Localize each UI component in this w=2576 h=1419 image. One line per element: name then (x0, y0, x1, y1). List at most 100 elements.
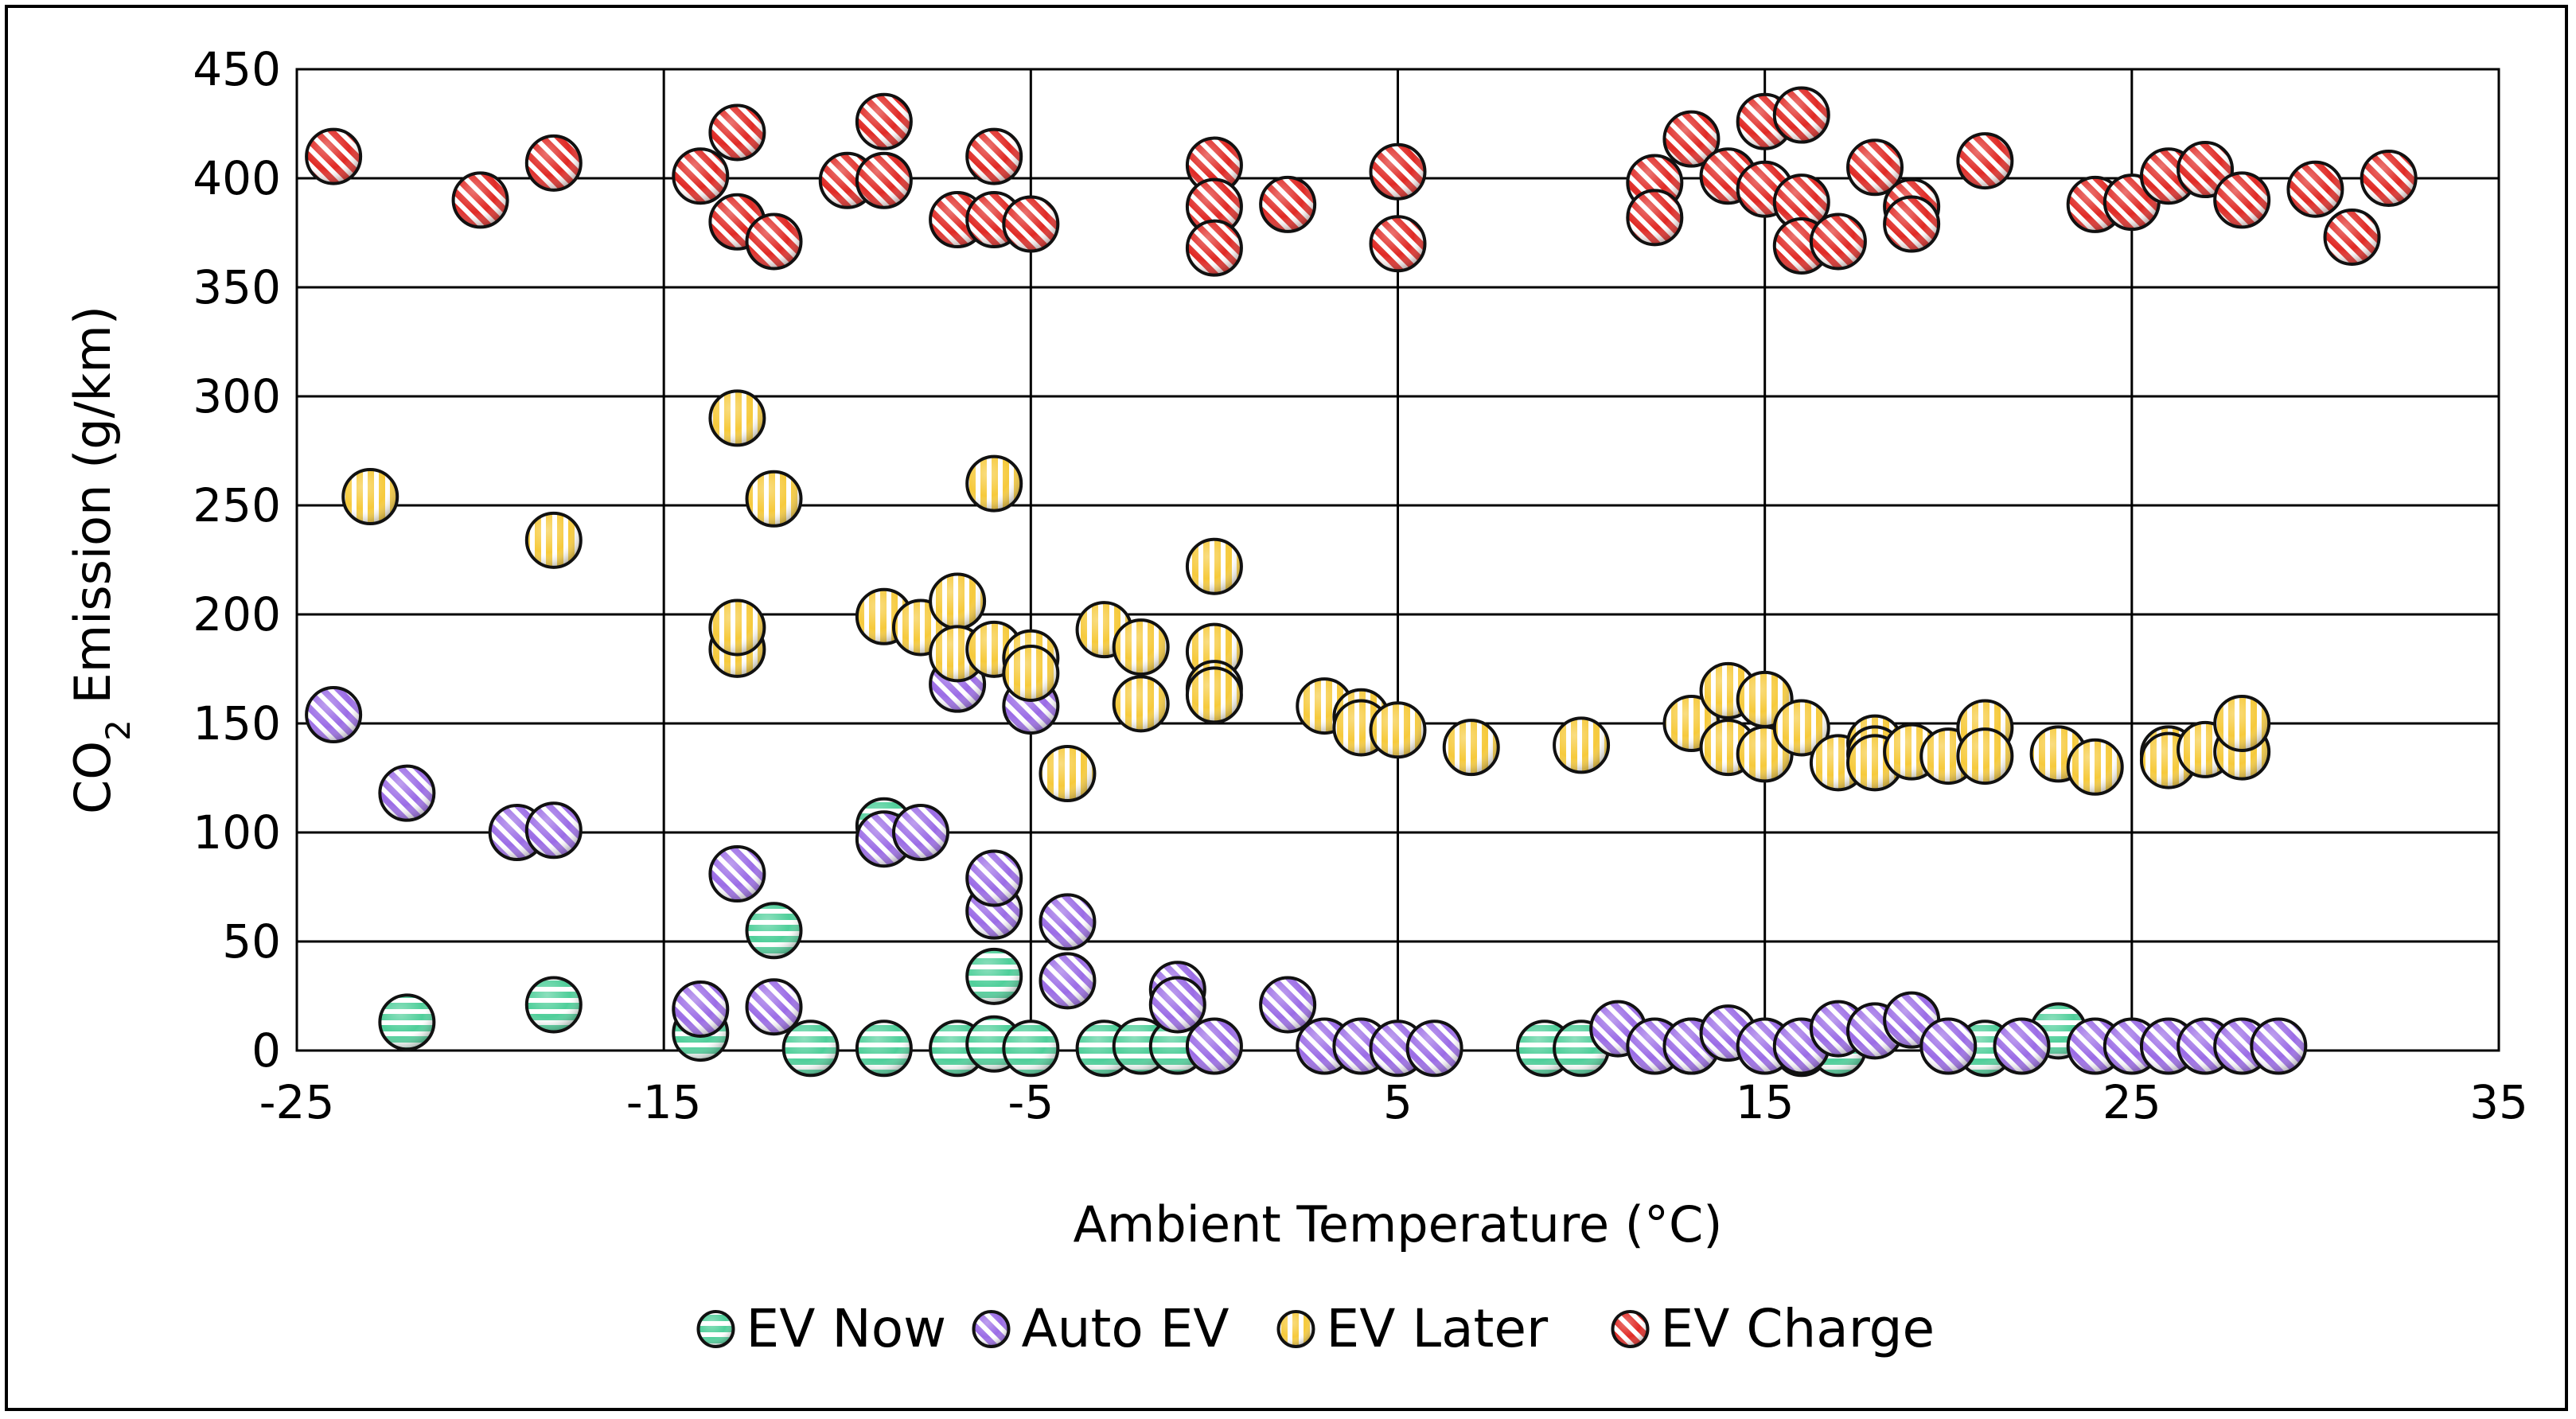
data-point (1699, 719, 1757, 777)
data-point (745, 978, 803, 1036)
data-point (2213, 695, 2271, 752)
data-point (1002, 195, 1060, 253)
data-point (2360, 150, 2418, 207)
data-point (672, 147, 730, 205)
y-tick-label: 300 (193, 369, 281, 423)
data-point (1369, 701, 1427, 759)
data-point (708, 598, 766, 657)
data-point (708, 103, 766, 162)
data-point (855, 151, 913, 209)
legend-label: Auto EV (1022, 1298, 1230, 1359)
data-point (1553, 716, 1611, 774)
data-point (524, 976, 583, 1034)
data-point (1185, 537, 1243, 595)
legend-marker (1611, 1310, 1650, 1348)
data-point (2250, 1017, 2308, 1075)
data-point (524, 134, 583, 192)
data-point (1002, 644, 1060, 702)
data-point (965, 947, 1023, 1005)
data-point (1772, 86, 1830, 144)
x-tick-label: 35 (2469, 1075, 2528, 1129)
series-auto-ev (305, 655, 2308, 1078)
legend-item: EV Later (1276, 1298, 1549, 1359)
data-point (965, 127, 1023, 185)
data-point (708, 389, 766, 447)
data-point (745, 212, 803, 271)
y-axis-title-suffix: Emission (g/km) (64, 306, 122, 719)
y-tick-label: 100 (193, 805, 281, 860)
y-tick-label: 400 (193, 151, 281, 205)
series-ev-charge (305, 86, 2418, 277)
data-point (1662, 110, 1721, 168)
data-point (1259, 976, 1317, 1034)
y-tick-label: 200 (193, 587, 281, 641)
legend-label: EV Charge (1661, 1298, 1935, 1359)
data-point (1185, 1017, 1243, 1075)
y-tick-label: 250 (193, 478, 281, 532)
data-point (855, 1019, 913, 1078)
data-point (1993, 1017, 2051, 1075)
x-tick-label: -25 (259, 1075, 335, 1129)
y-tick-label: 0 (251, 1023, 281, 1078)
data-point (1442, 719, 1500, 777)
data-point (305, 127, 363, 185)
legend-marker (1276, 1310, 1315, 1348)
legend-marker (972, 1310, 1011, 1348)
data-point (305, 686, 363, 744)
data-point (745, 902, 803, 960)
data-point (1185, 666, 1243, 724)
data-point (1148, 976, 1206, 1034)
data-point (524, 511, 583, 569)
data-point (524, 801, 583, 860)
x-tick-label: 5 (1383, 1075, 1413, 1129)
data-point (1039, 745, 1097, 803)
data-point (1185, 177, 1243, 236)
data-point (378, 993, 436, 1051)
x-tick-label: -15 (626, 1075, 702, 1129)
data-point (1919, 1017, 1978, 1075)
data-point (1846, 138, 1904, 197)
y-axis-title: CO2 Emission (g/km) (64, 306, 138, 814)
x-tick-label: 15 (1736, 1075, 1795, 1129)
data-point (1039, 952, 1097, 1010)
data-point (2286, 160, 2344, 218)
legend: EV Now Auto EV EV Later EV Charge (696, 1298, 1935, 1359)
x-tick-label: 25 (2102, 1075, 2161, 1129)
data-point (891, 804, 949, 861)
data-point (1185, 219, 1243, 277)
y-tick-label: 450 (193, 42, 281, 96)
x-axis-title: Ambient Temperature (°C) (1074, 1195, 1723, 1253)
data-point (781, 1019, 840, 1078)
data-point (2213, 171, 2271, 229)
data-point (1259, 175, 1317, 233)
series-ev-later (341, 389, 2271, 803)
legend-marker (696, 1310, 735, 1348)
legend-item: Auto EV (972, 1298, 1230, 1359)
x-tick-label: -5 (1007, 1075, 1054, 1129)
y-axis-ticks: 0 50 100 150 200 250 300 350 400 450 (193, 42, 281, 1078)
data-point (965, 849, 1023, 907)
y-tick-label: 150 (193, 696, 281, 750)
data-point (965, 454, 1023, 513)
data-point (1772, 699, 1830, 757)
data-point (708, 845, 766, 903)
data-point (1405, 1019, 1463, 1078)
data-point (929, 572, 987, 630)
chart-frame (5, 5, 2568, 1411)
data-point (1039, 893, 1097, 951)
data-point (2177, 141, 2235, 199)
data-point (1369, 142, 1427, 201)
data-point (1956, 132, 2014, 190)
y-axis-title-prefix: CO (64, 741, 122, 814)
data-point (1002, 1019, 1060, 1078)
legend-item: EV Charge (1611, 1298, 1935, 1359)
data-point (1883, 195, 1941, 253)
data-point (672, 980, 730, 1038)
data-point (1956, 727, 2014, 786)
data-point (1809, 212, 1867, 271)
data-point (1112, 618, 1170, 676)
data-point (341, 468, 399, 526)
data-points (305, 86, 2418, 1078)
y-axis-title-subscript: 2 (99, 719, 138, 741)
